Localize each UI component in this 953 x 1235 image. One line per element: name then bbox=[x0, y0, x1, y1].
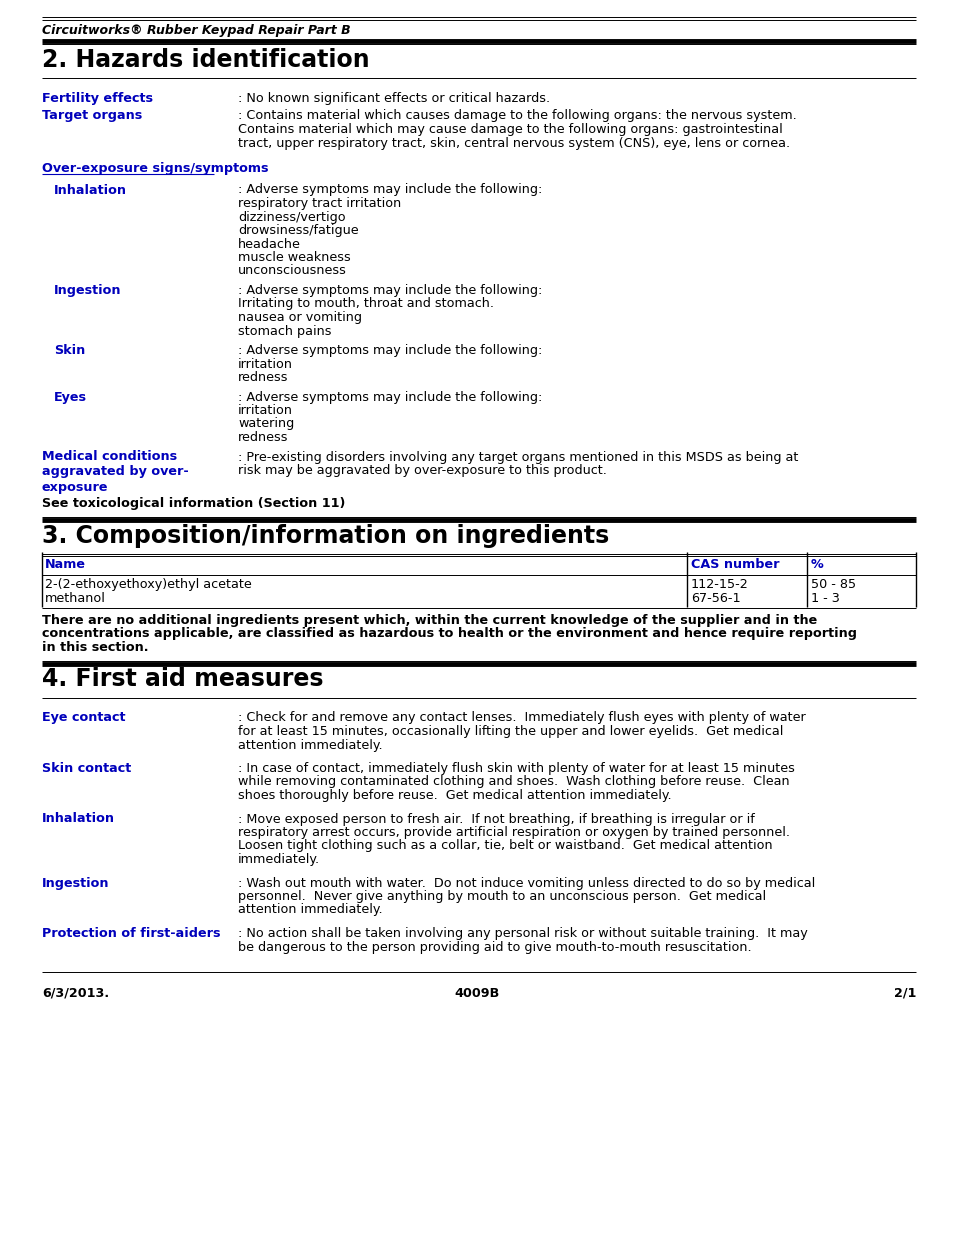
Text: respiratory tract irritation: respiratory tract irritation bbox=[237, 198, 401, 210]
Text: Irritating to mouth, throat and stomach.: Irritating to mouth, throat and stomach. bbox=[237, 298, 494, 310]
Text: methanol: methanol bbox=[45, 592, 106, 604]
Text: : Check for and remove any contact lenses.  Immediately flush eyes with plenty o: : Check for and remove any contact lense… bbox=[237, 711, 805, 725]
Text: : Move exposed person to fresh air.  If not breathing, if breathing is irregular: : Move exposed person to fresh air. If n… bbox=[237, 813, 754, 825]
Text: Inhalation: Inhalation bbox=[54, 184, 127, 196]
Text: 2/1: 2/1 bbox=[893, 987, 915, 1000]
Text: See toxicological information (Section 11): See toxicological information (Section 1… bbox=[42, 496, 345, 510]
Text: risk may be aggravated by over-exposure to this product.: risk may be aggravated by over-exposure … bbox=[237, 464, 606, 477]
Text: 4. First aid measures: 4. First aid measures bbox=[42, 667, 323, 692]
Text: irritation: irritation bbox=[237, 404, 293, 417]
Text: 67-56-1: 67-56-1 bbox=[690, 592, 740, 604]
Text: Skin: Skin bbox=[54, 345, 85, 357]
Text: redness: redness bbox=[237, 370, 288, 384]
Text: Protection of first-aiders: Protection of first-aiders bbox=[42, 927, 220, 940]
Text: : Contains material which causes damage to the following organs: the nervous sys: : Contains material which causes damage … bbox=[237, 110, 796, 122]
Text: : No action shall be taken involving any personal risk or without suitable train: : No action shall be taken involving any… bbox=[237, 927, 807, 940]
Text: : Pre-existing disorders involving any target organs mentioned in this MSDS as b: : Pre-existing disorders involving any t… bbox=[237, 451, 798, 463]
Text: Target organs: Target organs bbox=[42, 110, 142, 122]
Text: nausea or vomiting: nausea or vomiting bbox=[237, 311, 361, 324]
Text: attention immediately.: attention immediately. bbox=[237, 904, 382, 916]
Text: Medical conditions
aggravated by over-
exposure: Medical conditions aggravated by over- e… bbox=[42, 451, 189, 494]
Text: headache: headache bbox=[237, 237, 300, 251]
Text: 4009B: 4009B bbox=[454, 987, 499, 1000]
Text: 50 - 85: 50 - 85 bbox=[810, 578, 855, 592]
Text: in this section.: in this section. bbox=[42, 641, 149, 655]
Text: tract, upper respiratory tract, skin, central nervous system (CNS), eye, lens or: tract, upper respiratory tract, skin, ce… bbox=[237, 137, 789, 149]
Text: 112-15-2: 112-15-2 bbox=[690, 578, 748, 592]
Text: Inhalation: Inhalation bbox=[42, 813, 115, 825]
Text: dizziness/vertigo: dizziness/vertigo bbox=[237, 210, 345, 224]
Text: for at least 15 minutes, occasionally lifting the upper and lower eyelids.  Get : for at least 15 minutes, occasionally li… bbox=[237, 725, 782, 739]
Text: : No known significant effects or critical hazards.: : No known significant effects or critic… bbox=[237, 91, 550, 105]
Text: respiratory arrest occurs, provide artificial respiration or oxygen by trained p: respiratory arrest occurs, provide artif… bbox=[237, 826, 789, 839]
Text: stomach pains: stomach pains bbox=[237, 325, 331, 337]
Text: Skin contact: Skin contact bbox=[42, 762, 132, 776]
Text: : In case of contact, immediately flush skin with plenty of water for at least 1: : In case of contact, immediately flush … bbox=[237, 762, 794, 776]
Text: 2. Hazards identification: 2. Hazards identification bbox=[42, 48, 369, 72]
Text: : Adverse symptoms may include the following:: : Adverse symptoms may include the follo… bbox=[237, 345, 542, 357]
Text: 6/3/2013.: 6/3/2013. bbox=[42, 987, 109, 1000]
Text: shoes thoroughly before reuse.  Get medical attention immediately.: shoes thoroughly before reuse. Get medic… bbox=[237, 789, 671, 802]
Text: redness: redness bbox=[237, 431, 288, 445]
Text: Contains material which may cause damage to the following organs: gastrointestin: Contains material which may cause damage… bbox=[237, 124, 781, 136]
Text: Circuitworks® Rubber Keypad Repair Part B: Circuitworks® Rubber Keypad Repair Part … bbox=[42, 23, 351, 37]
Text: while removing contaminated clothing and shoes.  Wash clothing before reuse.  Cl: while removing contaminated clothing and… bbox=[237, 776, 789, 788]
Text: : Adverse symptoms may include the following:: : Adverse symptoms may include the follo… bbox=[237, 184, 542, 196]
Text: unconsciousness: unconsciousness bbox=[237, 264, 347, 278]
Text: personnel.  Never give anything by mouth to an unconscious person.  Get medical: personnel. Never give anything by mouth … bbox=[237, 890, 765, 903]
Text: 1 - 3: 1 - 3 bbox=[810, 592, 839, 604]
Text: immediately.: immediately. bbox=[237, 853, 320, 866]
Text: muscle weakness: muscle weakness bbox=[237, 251, 351, 264]
Text: Over-exposure signs/symptoms: Over-exposure signs/symptoms bbox=[42, 162, 268, 175]
Text: Ingestion: Ingestion bbox=[42, 877, 110, 889]
Text: CAS number: CAS number bbox=[690, 558, 779, 572]
Text: concentrations applicable, are classified as hazardous to health or the environm: concentrations applicable, are classifie… bbox=[42, 627, 856, 641]
Text: watering: watering bbox=[237, 417, 294, 431]
Text: be dangerous to the person providing aid to give mouth-to-mouth resuscitation.: be dangerous to the person providing aid… bbox=[237, 941, 751, 953]
Text: attention immediately.: attention immediately. bbox=[237, 739, 382, 752]
Text: %: % bbox=[810, 558, 822, 572]
Text: Eyes: Eyes bbox=[54, 390, 87, 404]
Text: 2-(2-ethoxyethoxy)ethyl acetate: 2-(2-ethoxyethoxy)ethyl acetate bbox=[45, 578, 252, 592]
Text: 3. Composition/information on ingredients: 3. Composition/information on ingredient… bbox=[42, 524, 609, 547]
Text: Eye contact: Eye contact bbox=[42, 711, 126, 725]
Text: : Wash out mouth with water.  Do not induce vomiting unless directed to do so by: : Wash out mouth with water. Do not indu… bbox=[237, 877, 815, 889]
Text: There are no additional ingredients present which, within the current knowledge : There are no additional ingredients pres… bbox=[42, 614, 817, 627]
Text: drowsiness/fatigue: drowsiness/fatigue bbox=[237, 224, 358, 237]
Text: : Adverse symptoms may include the following:: : Adverse symptoms may include the follo… bbox=[237, 284, 542, 296]
Text: Ingestion: Ingestion bbox=[54, 284, 121, 296]
Text: irritation: irritation bbox=[237, 357, 293, 370]
Text: Fertility effects: Fertility effects bbox=[42, 91, 152, 105]
Text: : Adverse symptoms may include the following:: : Adverse symptoms may include the follo… bbox=[237, 390, 542, 404]
Text: Loosen tight clothing such as a collar, tie, belt or waistband.  Get medical att: Loosen tight clothing such as a collar, … bbox=[237, 840, 772, 852]
Text: Name: Name bbox=[45, 558, 86, 572]
